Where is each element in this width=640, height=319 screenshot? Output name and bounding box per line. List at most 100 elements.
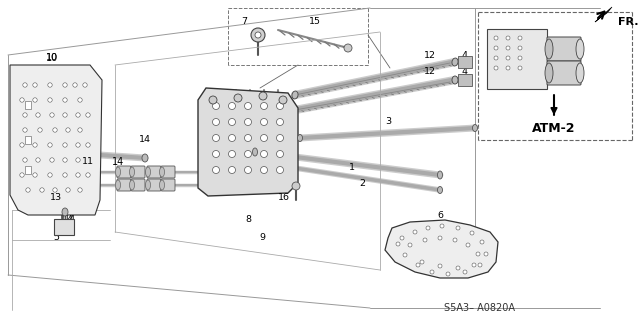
Circle shape [276, 151, 284, 158]
Ellipse shape [129, 180, 134, 190]
Ellipse shape [159, 167, 164, 177]
Circle shape [476, 252, 480, 256]
Circle shape [396, 242, 400, 246]
Circle shape [446, 272, 450, 276]
Circle shape [50, 158, 54, 162]
Ellipse shape [129, 167, 134, 177]
Circle shape [276, 167, 284, 174]
Circle shape [244, 151, 252, 158]
Text: 10: 10 [46, 53, 58, 63]
Circle shape [506, 46, 510, 50]
FancyBboxPatch shape [117, 179, 131, 191]
Circle shape [40, 188, 44, 192]
Circle shape [244, 102, 252, 109]
Circle shape [292, 182, 300, 190]
Circle shape [440, 224, 444, 228]
Bar [25, 136, 31, 144]
Text: 2: 2 [359, 180, 365, 189]
Circle shape [408, 243, 412, 247]
Circle shape [228, 135, 236, 142]
Circle shape [478, 263, 482, 267]
Circle shape [416, 263, 420, 267]
Text: FR.: FR. [618, 17, 639, 27]
Circle shape [463, 270, 467, 274]
Polygon shape [10, 65, 102, 215]
Circle shape [228, 118, 236, 125]
Polygon shape [595, 7, 612, 22]
Circle shape [212, 167, 220, 174]
Circle shape [403, 253, 407, 257]
Circle shape [234, 94, 242, 102]
Circle shape [255, 32, 261, 38]
Circle shape [212, 118, 220, 125]
Ellipse shape [115, 180, 120, 190]
Circle shape [78, 188, 82, 192]
Text: ATM-2: ATM-2 [532, 122, 576, 135]
Circle shape [66, 128, 70, 132]
Text: 4: 4 [461, 50, 467, 60]
Circle shape [83, 83, 87, 87]
Text: 14: 14 [64, 215, 76, 225]
Circle shape [212, 151, 220, 158]
Text: 1: 1 [349, 164, 355, 173]
Circle shape [86, 113, 90, 117]
Ellipse shape [576, 63, 584, 83]
Text: 4: 4 [461, 68, 467, 77]
Circle shape [48, 83, 52, 87]
Polygon shape [385, 220, 498, 278]
Circle shape [52, 128, 57, 132]
Circle shape [494, 66, 498, 70]
Text: 6: 6 [437, 211, 443, 219]
Ellipse shape [545, 39, 553, 59]
Ellipse shape [576, 39, 584, 59]
Circle shape [244, 118, 252, 125]
Ellipse shape [452, 76, 458, 84]
Circle shape [76, 158, 80, 162]
Circle shape [26, 188, 30, 192]
Circle shape [38, 128, 42, 132]
Circle shape [48, 98, 52, 102]
Circle shape [470, 231, 474, 235]
Circle shape [426, 226, 430, 230]
Ellipse shape [62, 208, 68, 216]
Text: 14: 14 [112, 157, 124, 167]
Circle shape [453, 238, 457, 242]
Circle shape [251, 28, 265, 42]
FancyBboxPatch shape [458, 56, 472, 68]
Circle shape [423, 238, 427, 242]
Circle shape [33, 143, 37, 147]
Circle shape [33, 98, 37, 102]
Circle shape [76, 143, 80, 147]
Ellipse shape [145, 180, 150, 190]
Circle shape [344, 44, 352, 52]
Ellipse shape [292, 91, 298, 99]
Circle shape [209, 96, 217, 104]
Circle shape [33, 83, 37, 87]
Ellipse shape [253, 148, 257, 156]
Circle shape [506, 56, 510, 60]
Circle shape [78, 128, 82, 132]
Circle shape [438, 264, 442, 268]
Circle shape [78, 98, 82, 102]
Circle shape [63, 83, 67, 87]
Circle shape [276, 135, 284, 142]
Ellipse shape [145, 167, 150, 177]
FancyBboxPatch shape [547, 61, 581, 85]
Text: 7: 7 [241, 18, 247, 26]
Text: 12: 12 [424, 68, 436, 77]
Circle shape [33, 173, 37, 177]
Circle shape [20, 143, 24, 147]
Circle shape [48, 143, 52, 147]
Polygon shape [198, 88, 298, 196]
Text: 3: 3 [385, 117, 391, 127]
Circle shape [212, 102, 220, 109]
Circle shape [66, 188, 70, 192]
Circle shape [48, 173, 52, 177]
Circle shape [36, 158, 40, 162]
Text: 13: 13 [50, 194, 62, 203]
FancyBboxPatch shape [147, 179, 161, 191]
Circle shape [20, 173, 24, 177]
Circle shape [23, 83, 27, 87]
Circle shape [76, 113, 80, 117]
Text: S5A3– A0820A: S5A3– A0820A [445, 303, 515, 313]
